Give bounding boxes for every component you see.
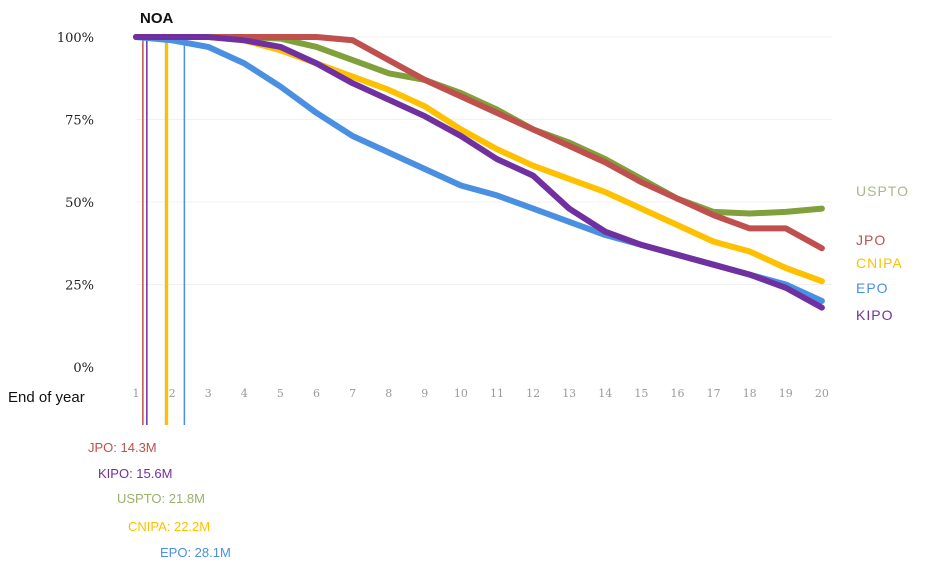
x-tick-label: 13 — [562, 387, 576, 400]
series-line — [133, 34, 825, 311]
series-line — [133, 34, 825, 285]
x-tick-label: 3 — [205, 387, 212, 400]
noa-marker-labels: JPO: 14.3M KIPO: 15.6M USPTO: 21.8M CNIPA: … — [88, 440, 231, 560]
series-label: USPTO — [856, 183, 909, 199]
x-tick-label: 5 — [277, 387, 284, 400]
noa-label: NOA — [140, 10, 174, 27]
y-axis: 100% 75% 50% 25% 0% — [57, 31, 94, 376]
noa-marker-label: JPO: 14.3M — [88, 440, 157, 455]
x-tick-label: 11 — [490, 387, 504, 400]
x-tick-label: 7 — [349, 387, 356, 400]
y-tick-label: 75% — [65, 114, 94, 129]
noa-marker-label: KIPO: 15.6M — [98, 466, 172, 481]
noa-marker-label: EPO: 28.1M — [160, 545, 231, 560]
x-tick-label: 10 — [454, 387, 468, 400]
x-tick-label: 15 — [634, 387, 648, 400]
series-label: EPO — [856, 280, 889, 296]
x-tick-label: 8 — [385, 387, 392, 400]
x-tick-label: 2 — [169, 387, 176, 400]
x-axis-title: End of year — [8, 389, 85, 406]
x-tick-label: 16 — [671, 387, 685, 400]
y-tick-label: 50% — [65, 196, 94, 211]
y-tick-label: 25% — [65, 279, 94, 294]
x-tick-label: 9 — [421, 387, 428, 400]
series-line — [133, 34, 825, 252]
series-label: KIPO — [856, 307, 893, 323]
x-tick-label: 14 — [598, 387, 612, 400]
y-tick-label: 0% — [73, 361, 94, 376]
series-line — [133, 34, 825, 304]
noa-marker-label: USPTO: 21.8M — [117, 491, 205, 506]
series-label: JPO — [856, 232, 886, 248]
series-lines — [133, 34, 825, 311]
x-tick-label: 1 — [133, 387, 140, 400]
x-tick-label: 19 — [779, 387, 793, 400]
x-tick-label: 17 — [707, 387, 721, 400]
x-axis: End of year 1 2 3 4 5 6 7 8 9 10 11 12 13 14 15 16 17 18 1… — [8, 387, 829, 406]
x-tick-label: 12 — [526, 387, 540, 400]
series-labels: USPTO JPO CNIPA EPO KIPO — [856, 183, 909, 323]
grid-lines — [136, 36, 832, 285]
series-label: CNIPA — [856, 255, 903, 271]
y-tick-label: 100% — [57, 31, 94, 46]
x-tick-label: 18 — [743, 387, 757, 400]
noa-marker-label: CNIPA: 22.2M — [128, 519, 210, 534]
noa-marker-lines — [142, 37, 186, 425]
x-tick-label: 4 — [241, 387, 248, 400]
x-tick-label: 6 — [313, 387, 320, 400]
x-tick-label: 20 — [815, 387, 829, 400]
